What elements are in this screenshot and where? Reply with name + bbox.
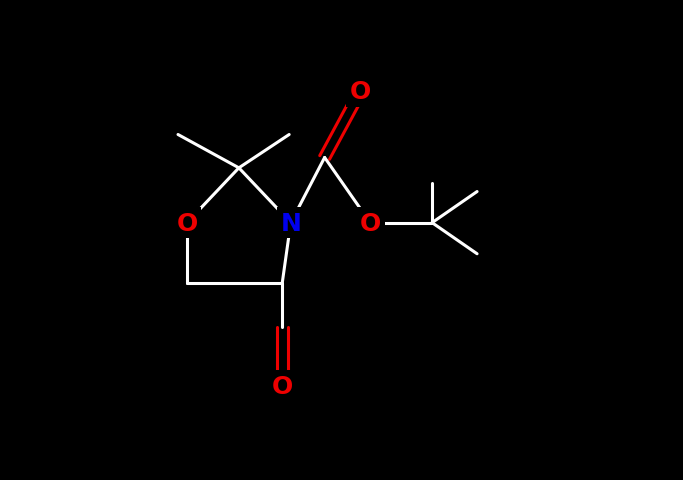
- Text: O: O: [272, 374, 293, 398]
- Text: O: O: [359, 211, 381, 235]
- Text: N: N: [280, 211, 301, 235]
- Text: O: O: [350, 80, 372, 104]
- Text: O: O: [176, 211, 197, 235]
